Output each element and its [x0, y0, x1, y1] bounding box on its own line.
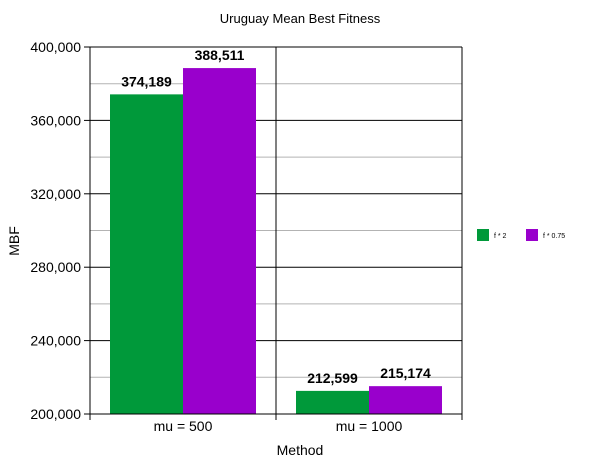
bar-value-label: 212,599 — [307, 370, 358, 386]
bar-value-label: 388,511 — [195, 47, 245, 63]
y-tick-label: 280,000 — [30, 259, 81, 275]
y-tick-label: 240,000 — [30, 333, 81, 349]
axes: 200,000 240,000 280,000 320,000 360,000 400,0… — [30, 39, 463, 434]
y-tick-label: 200,000 — [30, 406, 81, 422]
bar-value-label: 215,174 — [380, 365, 431, 381]
chart-title: Uruguay Mean Best Fitness — [220, 11, 381, 26]
bar-f-times-0-75 — [369, 386, 442, 414]
y-axis-label: MBF — [6, 226, 22, 256]
y-tick-label: 320,000 — [30, 186, 81, 202]
bar-f-times-2 — [110, 94, 183, 414]
legend-swatch — [477, 229, 489, 241]
x-axis-label: Method — [277, 442, 324, 458]
bar-f-times-0-75 — [183, 68, 256, 415]
legend: f * 2 f * 0.75 — [477, 229, 565, 241]
bar-f-times-2 — [296, 390, 369, 414]
data-labels: 374,189 388,511 212,599 215,174 — [121, 47, 431, 386]
legend-swatch — [526, 229, 538, 241]
x-category-label: mu = 500 — [154, 418, 213, 434]
bar-value-label: 374,189 — [121, 73, 172, 89]
y-tick-label: 400,000 — [30, 39, 81, 55]
y-tick-label: 360,000 — [30, 112, 81, 128]
legend-label: f * 0.75 — [543, 233, 565, 240]
legend-label: f * 2 — [494, 233, 507, 240]
bars — [110, 68, 442, 415]
x-category-label: mu = 1000 — [336, 418, 403, 434]
